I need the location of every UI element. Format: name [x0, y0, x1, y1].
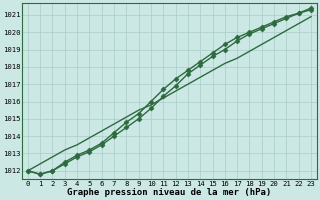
- X-axis label: Graphe pression niveau de la mer (hPa): Graphe pression niveau de la mer (hPa): [67, 188, 272, 197]
